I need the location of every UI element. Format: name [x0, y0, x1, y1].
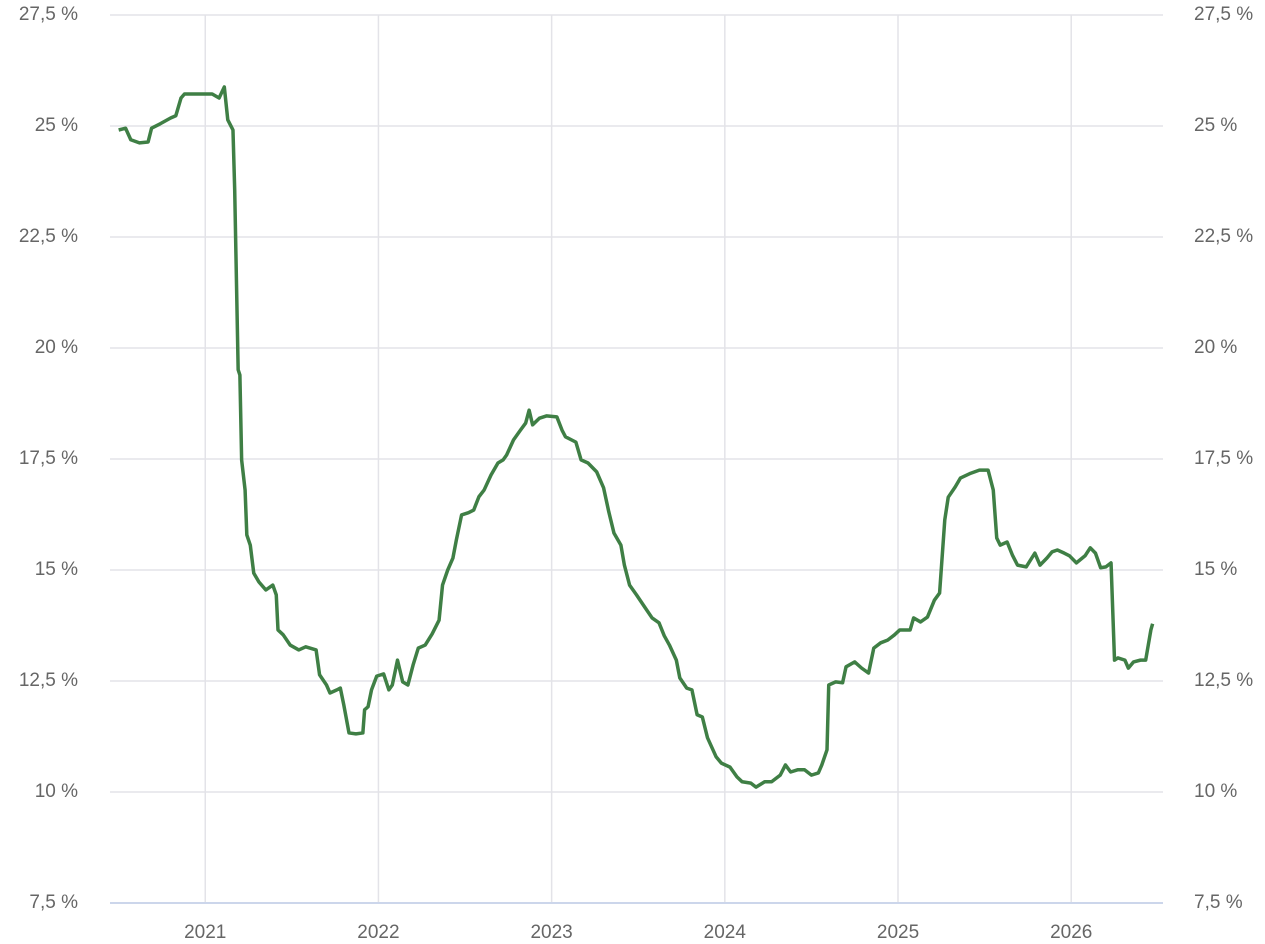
y2-tick-label: 12,5 %: [1194, 670, 1253, 691]
y2-tick-label: 15 %: [1194, 559, 1237, 580]
data-line: [118, 85, 1155, 789]
y2-tick-label: 10 %: [1194, 781, 1237, 802]
y2-tick-label: 7,5 %: [1194, 892, 1243, 913]
y2-tick-label: 20 %: [1194, 337, 1237, 358]
y2-tick-label: 25 %: [1194, 115, 1237, 136]
y-tick-label: 12,5 %: [19, 670, 78, 691]
y2-tick-label: 27,5 %: [1194, 4, 1253, 25]
y2-tick-label: 17,5 %: [1194, 448, 1253, 469]
x-tick-label: 2023: [530, 922, 572, 943]
y-tick-label: 15 %: [35, 559, 78, 580]
y-tick-label: 7,5 %: [29, 892, 78, 913]
y-tick-label: 27,5 %: [19, 4, 78, 25]
y-tick-label: 10 %: [35, 781, 78, 802]
x-tick-label: 2022: [357, 922, 399, 943]
x-tick-label: 2025: [877, 922, 919, 943]
y-tick-label: 25 %: [35, 115, 78, 136]
x-tick-label: 2026: [1050, 922, 1092, 943]
x-tick-label: 2021: [184, 922, 226, 943]
y2-tick-label: 22,5 %: [1194, 226, 1253, 247]
x-tick-label: 2024: [704, 922, 747, 943]
y-tick-label: 22,5 %: [19, 226, 78, 247]
y-tick-label: 20 %: [35, 337, 78, 358]
y-tick-label: 17,5 %: [19, 448, 78, 469]
